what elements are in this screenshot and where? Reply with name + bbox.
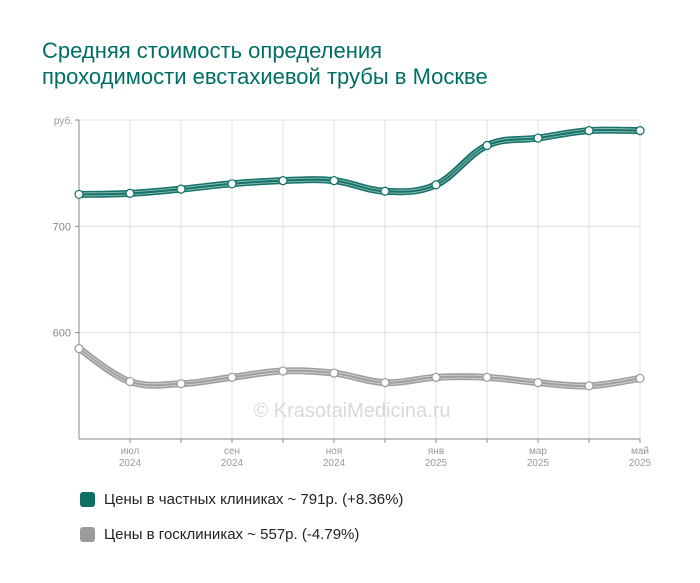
- x-tick-label-year: 2025: [425, 458, 448, 469]
- chart-title: Средняя стоимость определения проходимос…: [42, 38, 488, 89]
- data-point: [533, 378, 543, 388]
- data-point: [74, 344, 84, 354]
- series-line-1: [75, 345, 644, 390]
- data-point: [380, 186, 390, 196]
- data-point: [380, 378, 390, 388]
- x-tick-label-month: июл: [121, 446, 140, 457]
- data-point: [431, 180, 441, 190]
- series-line-highlight-1: [78, 349, 641, 388]
- watermark: © KrasotaiMedicina.ru: [253, 400, 450, 422]
- data-point: [329, 176, 339, 186]
- data-point: [176, 379, 186, 389]
- series-line-highlight-1: [78, 346, 641, 385]
- data-point: [431, 372, 441, 382]
- data-point: [227, 372, 237, 382]
- data-point: [482, 140, 492, 151]
- data-point: [635, 126, 645, 136]
- legend-item-public[interactable]: Цены в госклиниках ~ 557р. (-4.79%): [80, 526, 359, 543]
- data-point: [74, 189, 84, 200]
- data-point: [329, 368, 339, 378]
- x-tick-label-month: мар: [529, 446, 547, 457]
- x-tick-label-year: 2025: [527, 458, 550, 469]
- x-tick-label-year: 2024: [119, 458, 142, 469]
- data-point: [584, 126, 594, 136]
- x-tick-label-month: май: [631, 446, 649, 457]
- data-point: [278, 176, 288, 186]
- legend-item-private[interactable]: Цены в частных клиниках ~ 791р. (+8.36%): [80, 491, 403, 508]
- y-axis-label: руб.: [54, 115, 73, 127]
- data-point: [176, 184, 186, 194]
- data-point: [227, 179, 237, 189]
- data-point: [125, 188, 135, 198]
- x-tick-label-year: 2025: [629, 458, 652, 469]
- x-tick-label-month: сен: [224, 446, 240, 457]
- legend-swatch-public: [80, 527, 95, 542]
- y-tick-label: 600: [53, 328, 71, 340]
- data-point: [635, 373, 645, 383]
- legend-label-public: Цены в госклиниках ~ 557р. (-4.79%): [104, 526, 360, 543]
- data-point: [278, 366, 288, 376]
- legend-label-private: Цены в частных клиниках ~ 791р. (+8.36%): [104, 491, 404, 508]
- data-point: [482, 372, 492, 382]
- x-tick-label-month: ноя: [326, 446, 343, 457]
- x-tick-label-year: 2024: [221, 458, 244, 469]
- legend-swatch-private: [80, 492, 95, 507]
- x-tick-label-month: янв: [428, 446, 444, 457]
- data-point: [584, 381, 594, 391]
- y-tick-label: 700: [53, 221, 71, 233]
- data-point: [125, 376, 135, 387]
- data-point: [533, 133, 543, 143]
- x-tick-label-year: 2024: [323, 458, 346, 469]
